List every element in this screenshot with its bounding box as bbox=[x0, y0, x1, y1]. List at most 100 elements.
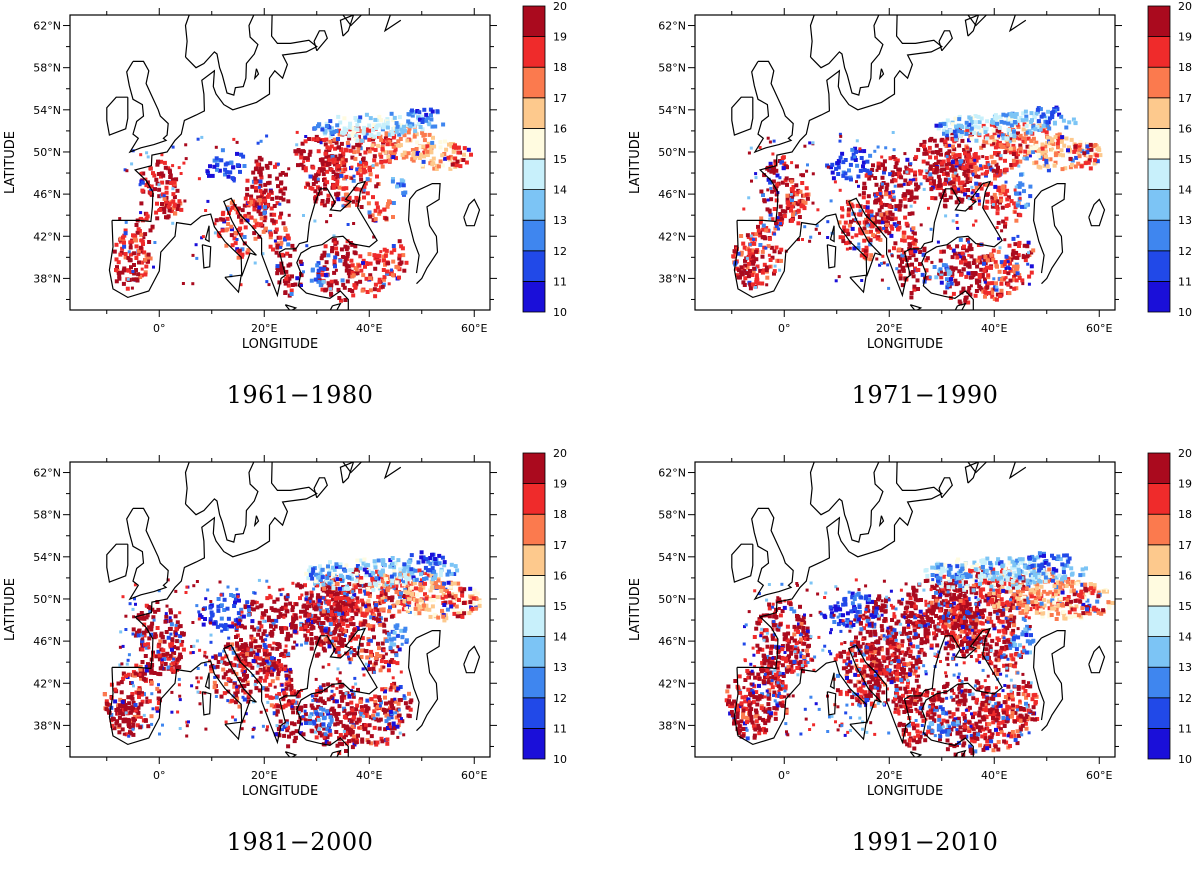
anomaly-pixel bbox=[970, 185, 974, 189]
lat-tick-label: 42°N bbox=[33, 230, 61, 243]
anomaly-pixel bbox=[246, 248, 251, 253]
anomaly-pixel bbox=[356, 198, 360, 203]
anomaly-pixel bbox=[865, 172, 870, 177]
anomaly-pixel bbox=[289, 677, 294, 682]
anomaly-pixel bbox=[147, 240, 152, 244]
anomaly-pixel bbox=[358, 700, 363, 704]
anomaly-pixel bbox=[852, 218, 856, 223]
anomaly-pixel bbox=[1029, 264, 1034, 269]
anomaly-pixel bbox=[805, 196, 810, 201]
anomaly-pixel bbox=[1077, 154, 1082, 159]
anomaly-pixel bbox=[866, 237, 871, 242]
anomaly-pixel bbox=[406, 151, 411, 156]
anomaly-pixel bbox=[1047, 141, 1052, 146]
anomaly-pixel bbox=[347, 582, 352, 586]
anomaly-pixel bbox=[977, 131, 982, 136]
anomaly-pixel bbox=[804, 186, 809, 191]
anomaly-pixel bbox=[340, 604, 345, 609]
anomaly-pixel bbox=[406, 112, 411, 117]
anomaly-pixel bbox=[242, 164, 247, 168]
anomaly-pixel bbox=[430, 109, 435, 114]
anomaly-pixel bbox=[148, 166, 153, 171]
anomaly-pixel bbox=[1024, 156, 1029, 161]
anomaly-pixel bbox=[750, 248, 755, 253]
anomaly-pixel bbox=[322, 726, 327, 731]
anomaly-pixel bbox=[768, 210, 772, 214]
anomaly-pixel bbox=[271, 621, 276, 626]
anomaly-pixel bbox=[377, 620, 382, 625]
anomaly-pixel bbox=[350, 633, 355, 637]
anomaly-pixel bbox=[347, 608, 352, 613]
anomaly-pixel bbox=[377, 211, 382, 216]
anomaly-pixel bbox=[970, 271, 975, 275]
anomaly-pixel bbox=[288, 601, 293, 606]
anomaly-pixel bbox=[891, 155, 896, 159]
anomaly-pixel bbox=[276, 704, 281, 709]
anomaly-pixel bbox=[991, 248, 996, 253]
anomaly-pixel bbox=[255, 652, 260, 657]
anomaly-pixel bbox=[808, 239, 812, 243]
anomaly-pixel bbox=[743, 263, 748, 268]
anomaly-pixel bbox=[380, 284, 385, 289]
anomaly-pixel bbox=[344, 730, 349, 735]
anomaly-pixel bbox=[871, 163, 875, 168]
anomaly-pixel bbox=[350, 607, 355, 612]
anomaly-pixel bbox=[376, 705, 380, 710]
anomaly-pixel bbox=[422, 107, 427, 112]
anomaly-pixel bbox=[284, 276, 289, 281]
anomaly-pixel bbox=[776, 216, 780, 220]
anomaly-pixel bbox=[340, 278, 345, 283]
anomaly-pixel bbox=[981, 123, 986, 128]
anomaly-pixel bbox=[246, 211, 251, 216]
anomaly-pixel bbox=[275, 264, 280, 269]
anomaly-pixel bbox=[162, 206, 167, 211]
anomaly-pixel bbox=[1018, 133, 1023, 138]
anomaly-pixel bbox=[333, 238, 337, 241]
anomaly-pixel bbox=[390, 704, 394, 708]
anomaly-pixel bbox=[379, 607, 384, 612]
anomaly-pixel bbox=[175, 646, 180, 651]
anomaly-pixel bbox=[1003, 192, 1008, 197]
anomaly-pixel bbox=[316, 268, 321, 273]
anomaly-pixel bbox=[962, 188, 966, 192]
anomaly-pixel bbox=[120, 727, 125, 732]
anomaly-pixel bbox=[897, 225, 902, 230]
anomaly-pixel bbox=[765, 207, 770, 212]
lon-tick-label: 60°E bbox=[1086, 322, 1112, 335]
anomaly-pixel bbox=[755, 264, 760, 269]
anomaly-pixel bbox=[398, 261, 403, 266]
anomaly-pixel bbox=[281, 696, 286, 701]
anomaly-pixel bbox=[385, 741, 390, 746]
anomaly-pixel bbox=[785, 197, 790, 202]
anomaly-pixel bbox=[137, 695, 141, 699]
anomaly-pixel bbox=[344, 618, 349, 623]
anomaly-pixel bbox=[375, 205, 380, 210]
anomaly-pixel bbox=[324, 137, 329, 142]
anomaly-pixel bbox=[924, 151, 929, 156]
anomaly-pixel bbox=[1094, 153, 1099, 158]
colorbar-label: 11 bbox=[1178, 275, 1192, 288]
anomaly-pixel bbox=[963, 300, 968, 305]
anomaly-pixel bbox=[257, 688, 262, 693]
anomaly-pixel bbox=[249, 645, 254, 650]
anomaly-pixel bbox=[826, 236, 830, 239]
anomaly-pixel bbox=[166, 635, 171, 640]
anomaly-pixel bbox=[756, 278, 760, 282]
anomaly-pixel bbox=[1029, 146, 1034, 151]
anomaly-pixel bbox=[301, 166, 306, 171]
anomaly-pixel bbox=[280, 252, 284, 257]
anomaly-pixel bbox=[780, 180, 785, 185]
anomaly-pixel bbox=[252, 231, 257, 236]
anomaly-pixel bbox=[958, 133, 963, 138]
anomaly-pixel bbox=[372, 134, 377, 139]
anomaly-pixel bbox=[285, 235, 290, 240]
anomaly-pixel bbox=[338, 690, 343, 695]
anomaly-pixel bbox=[991, 168, 996, 173]
anomaly-pixel bbox=[989, 167, 994, 172]
anomaly-pixel bbox=[910, 270, 915, 274]
anomaly-pixel bbox=[167, 627, 172, 631]
anomaly-pixel bbox=[994, 205, 999, 209]
anomaly-pixel bbox=[337, 704, 342, 709]
anomaly-pixel bbox=[335, 743, 340, 748]
anomaly-pixel bbox=[383, 695, 387, 700]
